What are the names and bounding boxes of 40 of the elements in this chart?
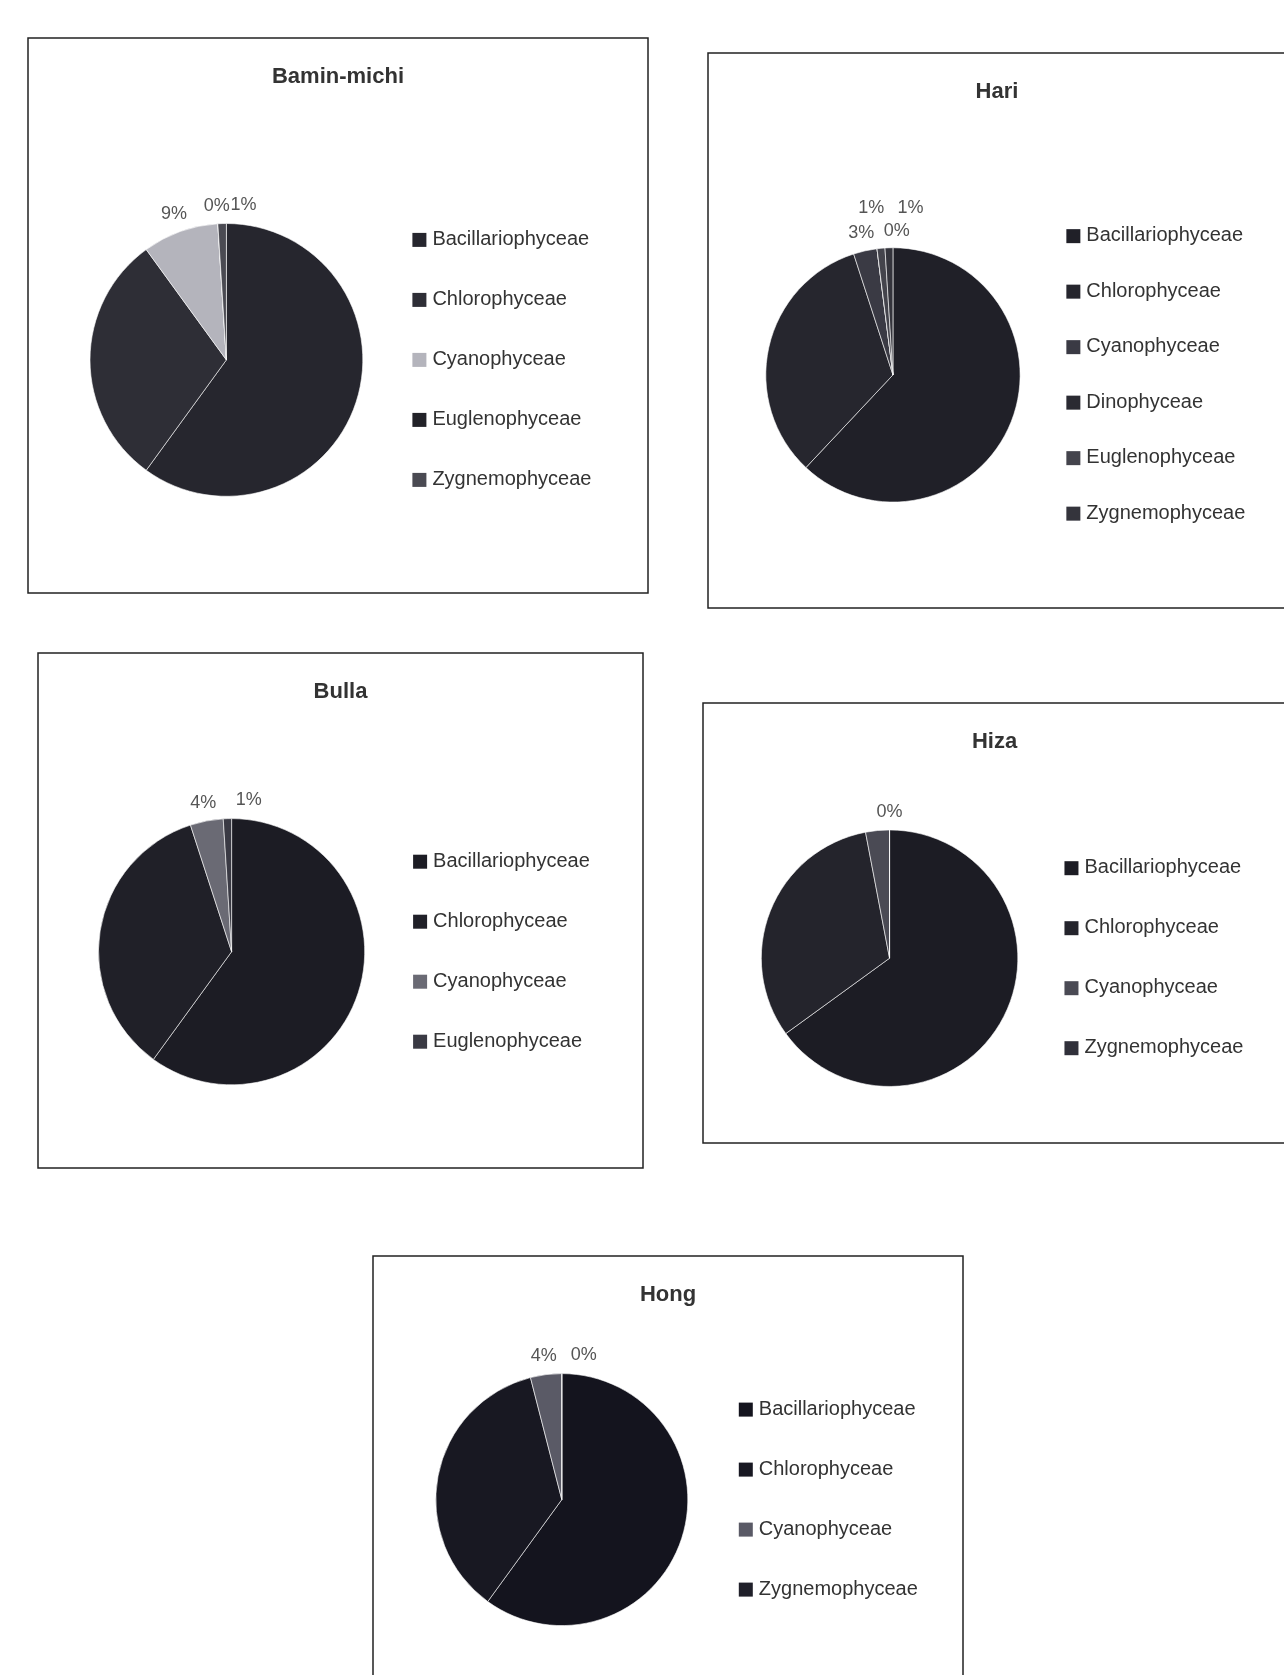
legend-label: Cyanophyceae (433, 968, 567, 991)
legend-label: Zygnemophyceae (1086, 500, 1246, 523)
chart-title: Bulla (313, 678, 369, 703)
legend-label: Chlorophyceae (1084, 915, 1219, 938)
legend-label: Cyanophyceae (758, 1516, 893, 1539)
legend-label: Zygnemophyceae (758, 1576, 918, 1599)
legend-label: Chlorophyceae (758, 1456, 894, 1479)
legend-label: Cyanophyceae (1086, 334, 1220, 357)
chart-title: Hong (639, 1281, 697, 1306)
text: 0% (203, 194, 230, 215)
legend-label: Zygnemophyceae (432, 467, 592, 490)
data-label: 1% (858, 197, 885, 218)
data-label: 4% (190, 792, 217, 813)
legend-label: Bacillariophyceae (1084, 855, 1242, 878)
legend-label: Dinophyceae (1086, 389, 1204, 412)
legend-label: Euglenophyceae (1086, 445, 1236, 468)
data-label: 1% (230, 194, 257, 215)
text: 0% (570, 1344, 597, 1365)
legend-label: Euglenophyceae (433, 1028, 583, 1051)
legend-label: Bacillariophyceae (758, 1396, 916, 1419)
data-label: 3% (848, 221, 875, 242)
legend-label: Chlorophyceae (432, 287, 567, 310)
legend-label: Bacillariophyceae (433, 848, 590, 871)
legend-label: Chlorophyceae (433, 908, 568, 931)
legend-label: Bacillariophyceae (1086, 223, 1244, 246)
text: 0% (883, 219, 910, 240)
legend-label: Cyanophyceae (432, 347, 566, 370)
legend-label: Euglenophyceae (432, 407, 582, 430)
text: 0% (876, 800, 903, 821)
data-label: 4% (530, 1345, 557, 1366)
legend-label: Cyanophyceae (1084, 975, 1218, 998)
chart-title: Hiza (971, 728, 1018, 753)
chart-title: Bamin-michi (271, 63, 405, 88)
data-label: 1% (235, 789, 262, 810)
legend-label: Zygnemophyceae (1084, 1035, 1244, 1058)
data-label: 1% (897, 196, 924, 217)
chart-title: Hari (975, 78, 1019, 103)
legend-label: Chlorophyceae (1086, 278, 1221, 301)
data-label: 9% (161, 203, 188, 224)
legend-label: Bacillariophyceae (432, 227, 590, 250)
